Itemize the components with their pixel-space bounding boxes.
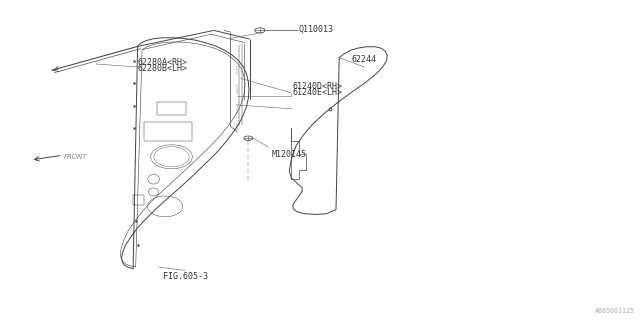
Text: FRONT: FRONT xyxy=(64,155,88,160)
Text: 62280A<RH>: 62280A<RH> xyxy=(138,58,188,67)
Text: 61240D<RH>: 61240D<RH> xyxy=(292,82,342,91)
Text: 62244: 62244 xyxy=(352,55,377,64)
Text: A605001125: A605001125 xyxy=(595,308,635,314)
Text: M120145: M120145 xyxy=(272,150,307,159)
Text: 62280B<LH>: 62280B<LH> xyxy=(138,64,188,73)
Text: Q110013: Q110013 xyxy=(299,25,334,34)
Text: 61240E<LH>: 61240E<LH> xyxy=(292,88,342,97)
Text: FIG.605-3: FIG.605-3 xyxy=(163,272,208,281)
